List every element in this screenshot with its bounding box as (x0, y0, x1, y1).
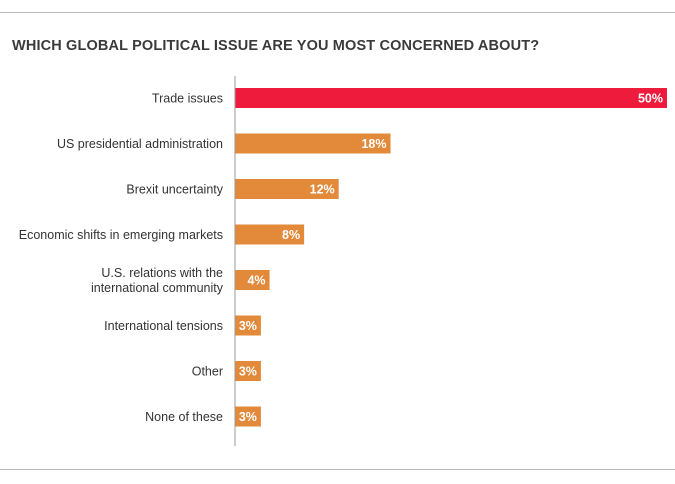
bar-7 (235, 406, 261, 427)
category-label-7: None of these (145, 410, 223, 424)
bar-1 (235, 133, 391, 154)
category-label-5: International tensions (104, 319, 223, 333)
bar-5 (235, 315, 261, 336)
category-label-4-line-1: international community (91, 281, 224, 295)
bar-3 (235, 224, 305, 245)
category-label-4-line-0: U.S. relations with the (101, 266, 223, 280)
top-rule (0, 12, 675, 13)
value-label-2: 12% (310, 183, 335, 197)
value-label-5: 3% (239, 319, 257, 333)
category-label-1: US presidential administration (57, 137, 223, 151)
category-label-6: Other (192, 365, 223, 379)
category-label-0: Trade issues (152, 92, 223, 106)
bar-4 (235, 270, 270, 290)
value-label-7: 3% (239, 410, 257, 424)
value-label-0: 50% (638, 92, 663, 106)
bar-6 (235, 361, 261, 381)
bar-0 (235, 88, 667, 108)
value-label-4: 4% (247, 274, 265, 288)
chart-title: WHICH GLOBAL POLITICAL ISSUE ARE YOU MOS… (12, 38, 540, 54)
value-label-1: 18% (361, 137, 386, 151)
bar-2 (235, 179, 339, 199)
value-label-6: 3% (239, 365, 257, 379)
category-label-2: Brexit uncertainty (126, 183, 223, 197)
value-label-3: 8% (282, 228, 300, 242)
bottom-rule (0, 469, 675, 470)
category-label-3: Economic shifts in emerging markets (19, 228, 223, 242)
